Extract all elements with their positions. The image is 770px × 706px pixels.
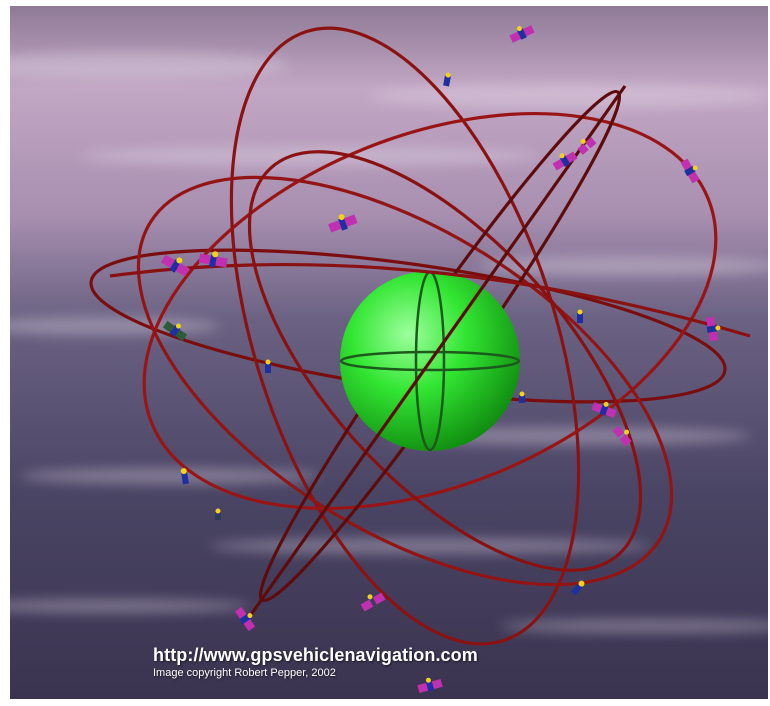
satellite-icon [577, 137, 597, 155]
gps-constellation-image [10, 6, 768, 699]
caption-copyright: Image copyright Robert Pepper, 2002 [153, 667, 336, 679]
satellite-icon [198, 251, 228, 268]
orbits-front [109, 85, 751, 617]
satellite-icon [160, 254, 190, 277]
satellite-icon [705, 316, 721, 342]
satellite-icon [680, 158, 700, 184]
satellite-icon [215, 508, 221, 520]
caption-url: http://www.gpsvehiclenavigation.com [153, 645, 478, 665]
satellite-icon [577, 309, 583, 323]
satellites [160, 25, 721, 693]
satellite-icon [328, 214, 358, 233]
satellite-icon [612, 425, 632, 447]
satellite-icon [552, 151, 578, 171]
satellite-icon [591, 401, 617, 418]
satellite-icon [162, 320, 188, 342]
satellite-icon [519, 391, 525, 403]
satellite-icon [509, 25, 535, 43]
satellite-icon [265, 359, 271, 373]
satellite-icon [417, 677, 443, 693]
satellite-icon [570, 580, 585, 596]
satellite-icon [234, 606, 256, 632]
orbit-5 [247, 150, 643, 572]
satellite-icon [360, 592, 386, 612]
orbit-3 [142, 112, 718, 510]
constellation-illustration [10, 6, 768, 699]
satellite-icon [180, 468, 189, 485]
satellite-icon [443, 72, 451, 87]
